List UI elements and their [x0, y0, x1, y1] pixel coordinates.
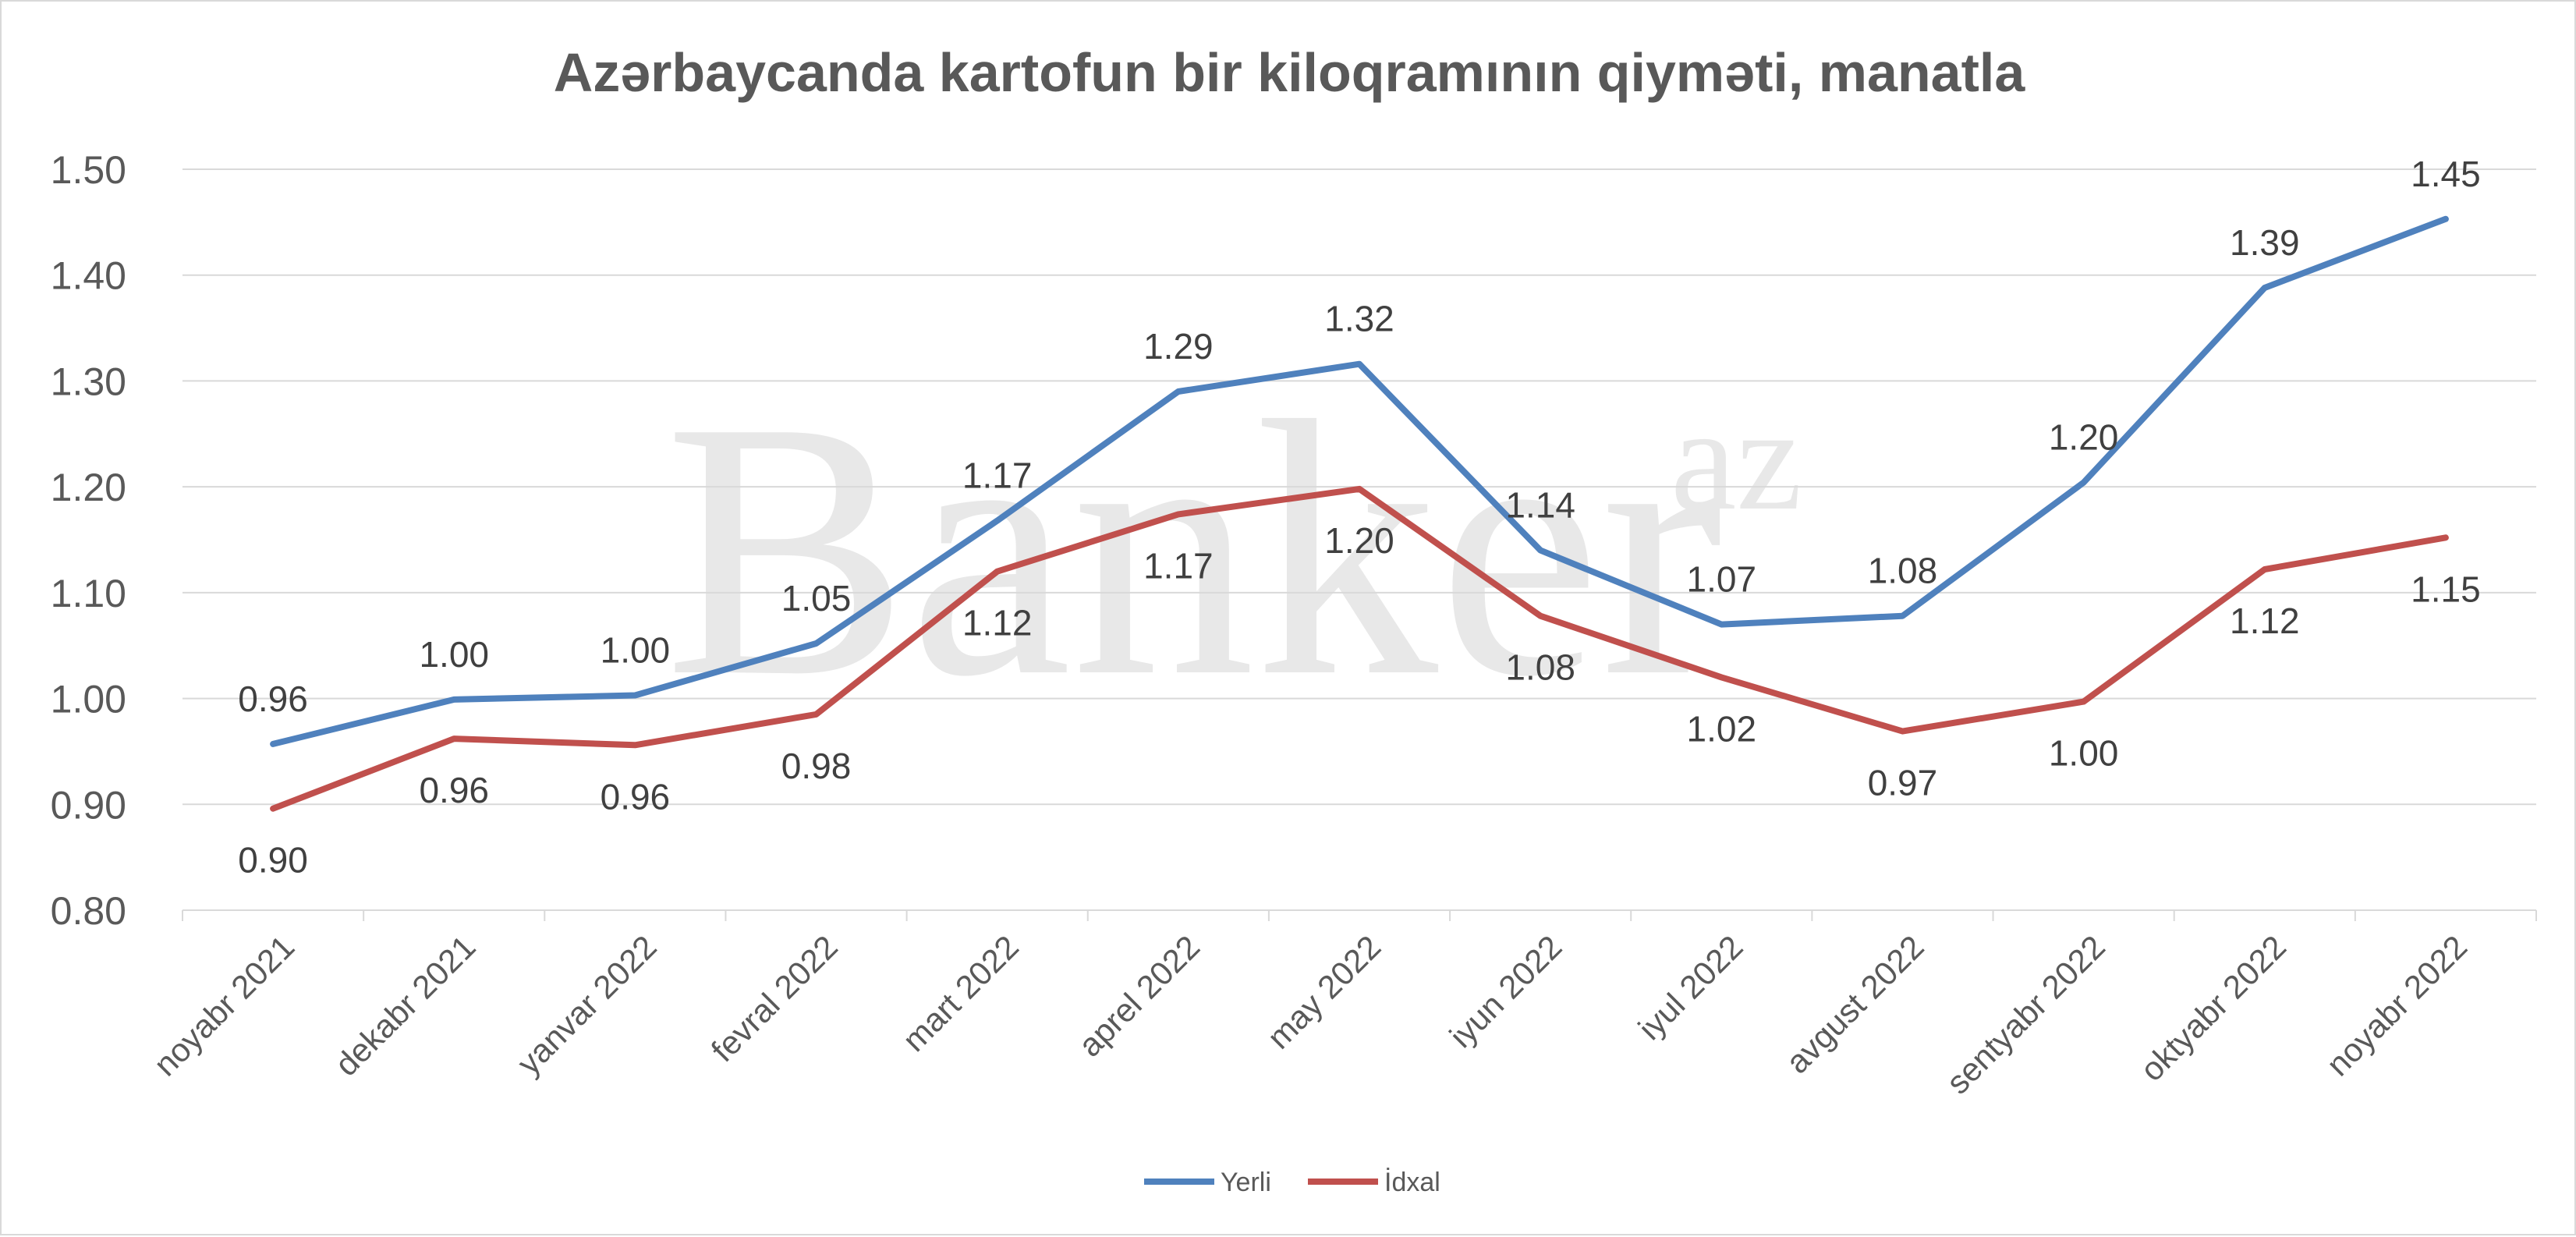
- data-label: 0.96: [601, 776, 671, 817]
- chart-title: Azərbaycanda kartofun bir kiloqramının q…: [554, 42, 2026, 103]
- x-tick-label: yanvar 2022: [510, 928, 664, 1082]
- data-label: 0.97: [1868, 763, 1938, 803]
- data-label: 1.32: [1324, 299, 1394, 339]
- data-label: 1.00: [419, 634, 489, 675]
- watermark-main: Banker: [664, 346, 1723, 752]
- x-tick-label: fevral 2022: [704, 928, 845, 1069]
- data-label: 1.07: [1687, 559, 1757, 600]
- legend-label: İdxal: [1384, 1168, 1440, 1197]
- data-label: 1.08: [1868, 551, 1938, 591]
- x-tick-label: sentyabr 2022: [1940, 928, 2112, 1101]
- y-tick-label: 1.20: [51, 466, 126, 509]
- data-label: 1.02: [1687, 708, 1757, 749]
- data-label: 1.00: [601, 630, 671, 671]
- x-tick-label: may 2022: [1260, 928, 1388, 1056]
- data-label: 1.08: [1505, 647, 1575, 688]
- x-tick-label: noyabr 2021: [147, 928, 301, 1083]
- y-tick-label: 1.50: [51, 148, 126, 192]
- y-tick-label: 1.00: [51, 678, 126, 721]
- x-tick-label: mart 2022: [895, 928, 1026, 1058]
- x-tick-label: avgust 2022: [1779, 928, 1931, 1080]
- data-label: 1.17: [1143, 545, 1214, 586]
- series-line-Yerli: [270, 215, 2449, 747]
- y-tick-label: 0.90: [51, 783, 126, 827]
- x-tick-label: aprel 2022: [1072, 928, 1207, 1064]
- y-tick-label: 0.80: [51, 889, 126, 933]
- x-tick-label: dekabr 2021: [328, 928, 482, 1083]
- y-tick-label: 1.30: [51, 360, 126, 403]
- data-label: 0.96: [419, 770, 489, 810]
- data-label: 1.39: [2230, 222, 2300, 263]
- data-label: 1.45: [2411, 154, 2481, 194]
- data-label: 1.29: [1143, 326, 1214, 367]
- legend: Yerli İdxal: [1144, 1168, 1440, 1197]
- data-label: 1.14: [1505, 485, 1575, 526]
- y-tick-label: 1.10: [51, 572, 126, 615]
- y-tick-label: 1.40: [51, 254, 126, 298]
- data-label: 0.96: [238, 679, 308, 719]
- watermark-suffix: az: [1671, 377, 1802, 541]
- legend-label: Yerli: [1221, 1168, 1271, 1197]
- series-lines: [270, 215, 2449, 812]
- data-labels: 0.96 1.00 1.00 1.05 1.17 1.29 1.32 1.14 1.07 1.08…: [238, 154, 2480, 881]
- data-label: 1.12: [2230, 601, 2300, 641]
- data-label: 1.20: [1324, 520, 1394, 561]
- data-label: 0.90: [238, 840, 308, 881]
- data-label: 0.98: [781, 746, 852, 786]
- x-tick-label: iyun 2022: [1442, 928, 1568, 1054]
- data-label: 1.15: [2411, 569, 2481, 609]
- data-label: 1.20: [2049, 417, 2119, 458]
- x-tick-label: noyabr 2022: [2319, 928, 2474, 1083]
- series-line-İdxal: [270, 485, 2449, 812]
- x-tick-label: iyul 2022: [1632, 928, 1750, 1047]
- data-label: 1.05: [781, 578, 852, 618]
- data-label: 1.00: [2049, 733, 2119, 774]
- x-tick-label: oktyabr 2022: [2133, 928, 2293, 1088]
- data-label: 1.12: [962, 603, 1033, 643]
- data-label: 1.17: [962, 455, 1033, 496]
